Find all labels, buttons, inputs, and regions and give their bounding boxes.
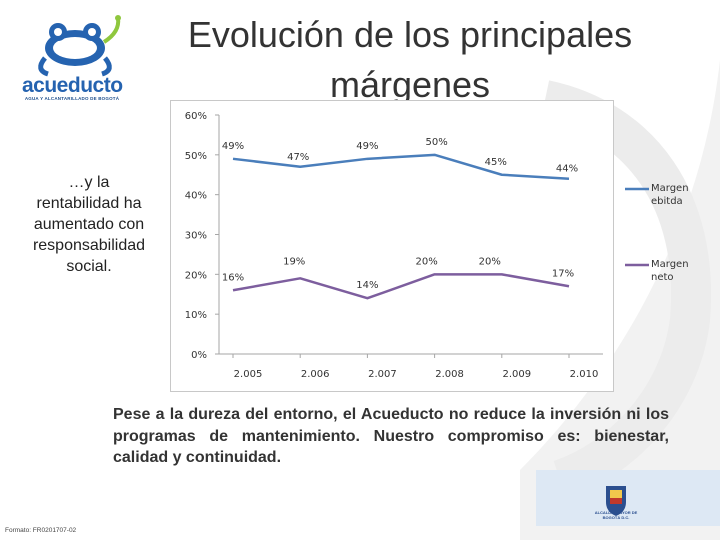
side-caption-line-5: social.: [66, 258, 112, 275]
data-label: 44%: [556, 164, 578, 175]
x-tick-label: 2.009: [502, 369, 531, 380]
data-label: 14%: [356, 280, 378, 291]
legend-label: neto: [651, 272, 674, 283]
title-line-2: márgenes: [329, 64, 491, 105]
line-chart-svg: 0% 10% 20% 30% 40% 50% 60% 2.005 2.006 2.007 2.008…: [185, 111, 689, 380]
side-caption-line-1: …y la: [68, 174, 110, 191]
legend-label: Margen: [651, 183, 689, 194]
logo-tagline: AGUA Y ALCANTARILLADO DE BOGOTÁ: [24, 96, 120, 101]
series-line-0: [232, 153, 570, 180]
data-label: 17%: [552, 268, 574, 279]
y-tick-label: 60%: [185, 111, 207, 122]
y-tick-label: 40%: [185, 191, 207, 202]
x-tick-label: 2.006: [301, 369, 330, 380]
data-label: 49%: [356, 141, 378, 152]
data-label: 49%: [222, 141, 244, 152]
page-title: Evolución de los principales márgenes: [180, 10, 640, 110]
margins-chart: 0% 10% 20% 30% 40% 50% 60% 2.005 2.006 2.007 2.008…: [170, 100, 689, 392]
acueducto-logo: [20, 12, 130, 104]
side-caption-line-3: aumentado con: [33, 216, 145, 233]
legend-label: Margen: [651, 259, 689, 270]
format-code: Formato: FR0201707-02: [5, 527, 77, 534]
y-tick-label: 30%: [185, 231, 207, 242]
data-label: 19%: [283, 256, 305, 267]
x-tick-label: 2.008: [435, 369, 464, 380]
title-line-1: Evolución de los principales: [187, 14, 633, 55]
data-label: 16%: [222, 272, 244, 283]
side-caption-line-2: rentabilidad ha: [36, 195, 142, 212]
side-caption-line-4: responsabilidad: [32, 237, 146, 254]
bogota-shield-icon: [606, 486, 626, 516]
body-paragraph: Pese a la dureza del entorno, el Acueduc…: [113, 406, 669, 466]
y-tick-label: 20%: [185, 270, 207, 281]
data-label: 20%: [479, 256, 501, 267]
y-tick-label: 0%: [191, 350, 207, 361]
legend-label: ebitda: [651, 196, 683, 207]
data-label: 47%: [287, 152, 309, 163]
x-tick-label: 2.005: [234, 369, 263, 380]
data-label: 45%: [485, 157, 507, 168]
x-tick-label: 2.007: [368, 369, 397, 380]
alcaldia-label: ALCALDÍA MAYOR DE BOGOTÁ D.C.: [594, 510, 638, 520]
series-line-1: [232, 273, 570, 300]
frog-icon: [38, 15, 121, 77]
y-tick-label: 50%: [185, 151, 207, 162]
logo-wordmark: acueducto: [22, 74, 123, 97]
x-tick-label: 2.010: [570, 369, 599, 380]
data-label: 20%: [415, 256, 437, 267]
data-label: 50%: [425, 137, 447, 148]
footer-blue-panel: [536, 470, 720, 526]
y-tick-label: 10%: [185, 310, 207, 321]
side-caption: …y la rentabilidad ha aumentado con resp…: [14, 172, 164, 277]
